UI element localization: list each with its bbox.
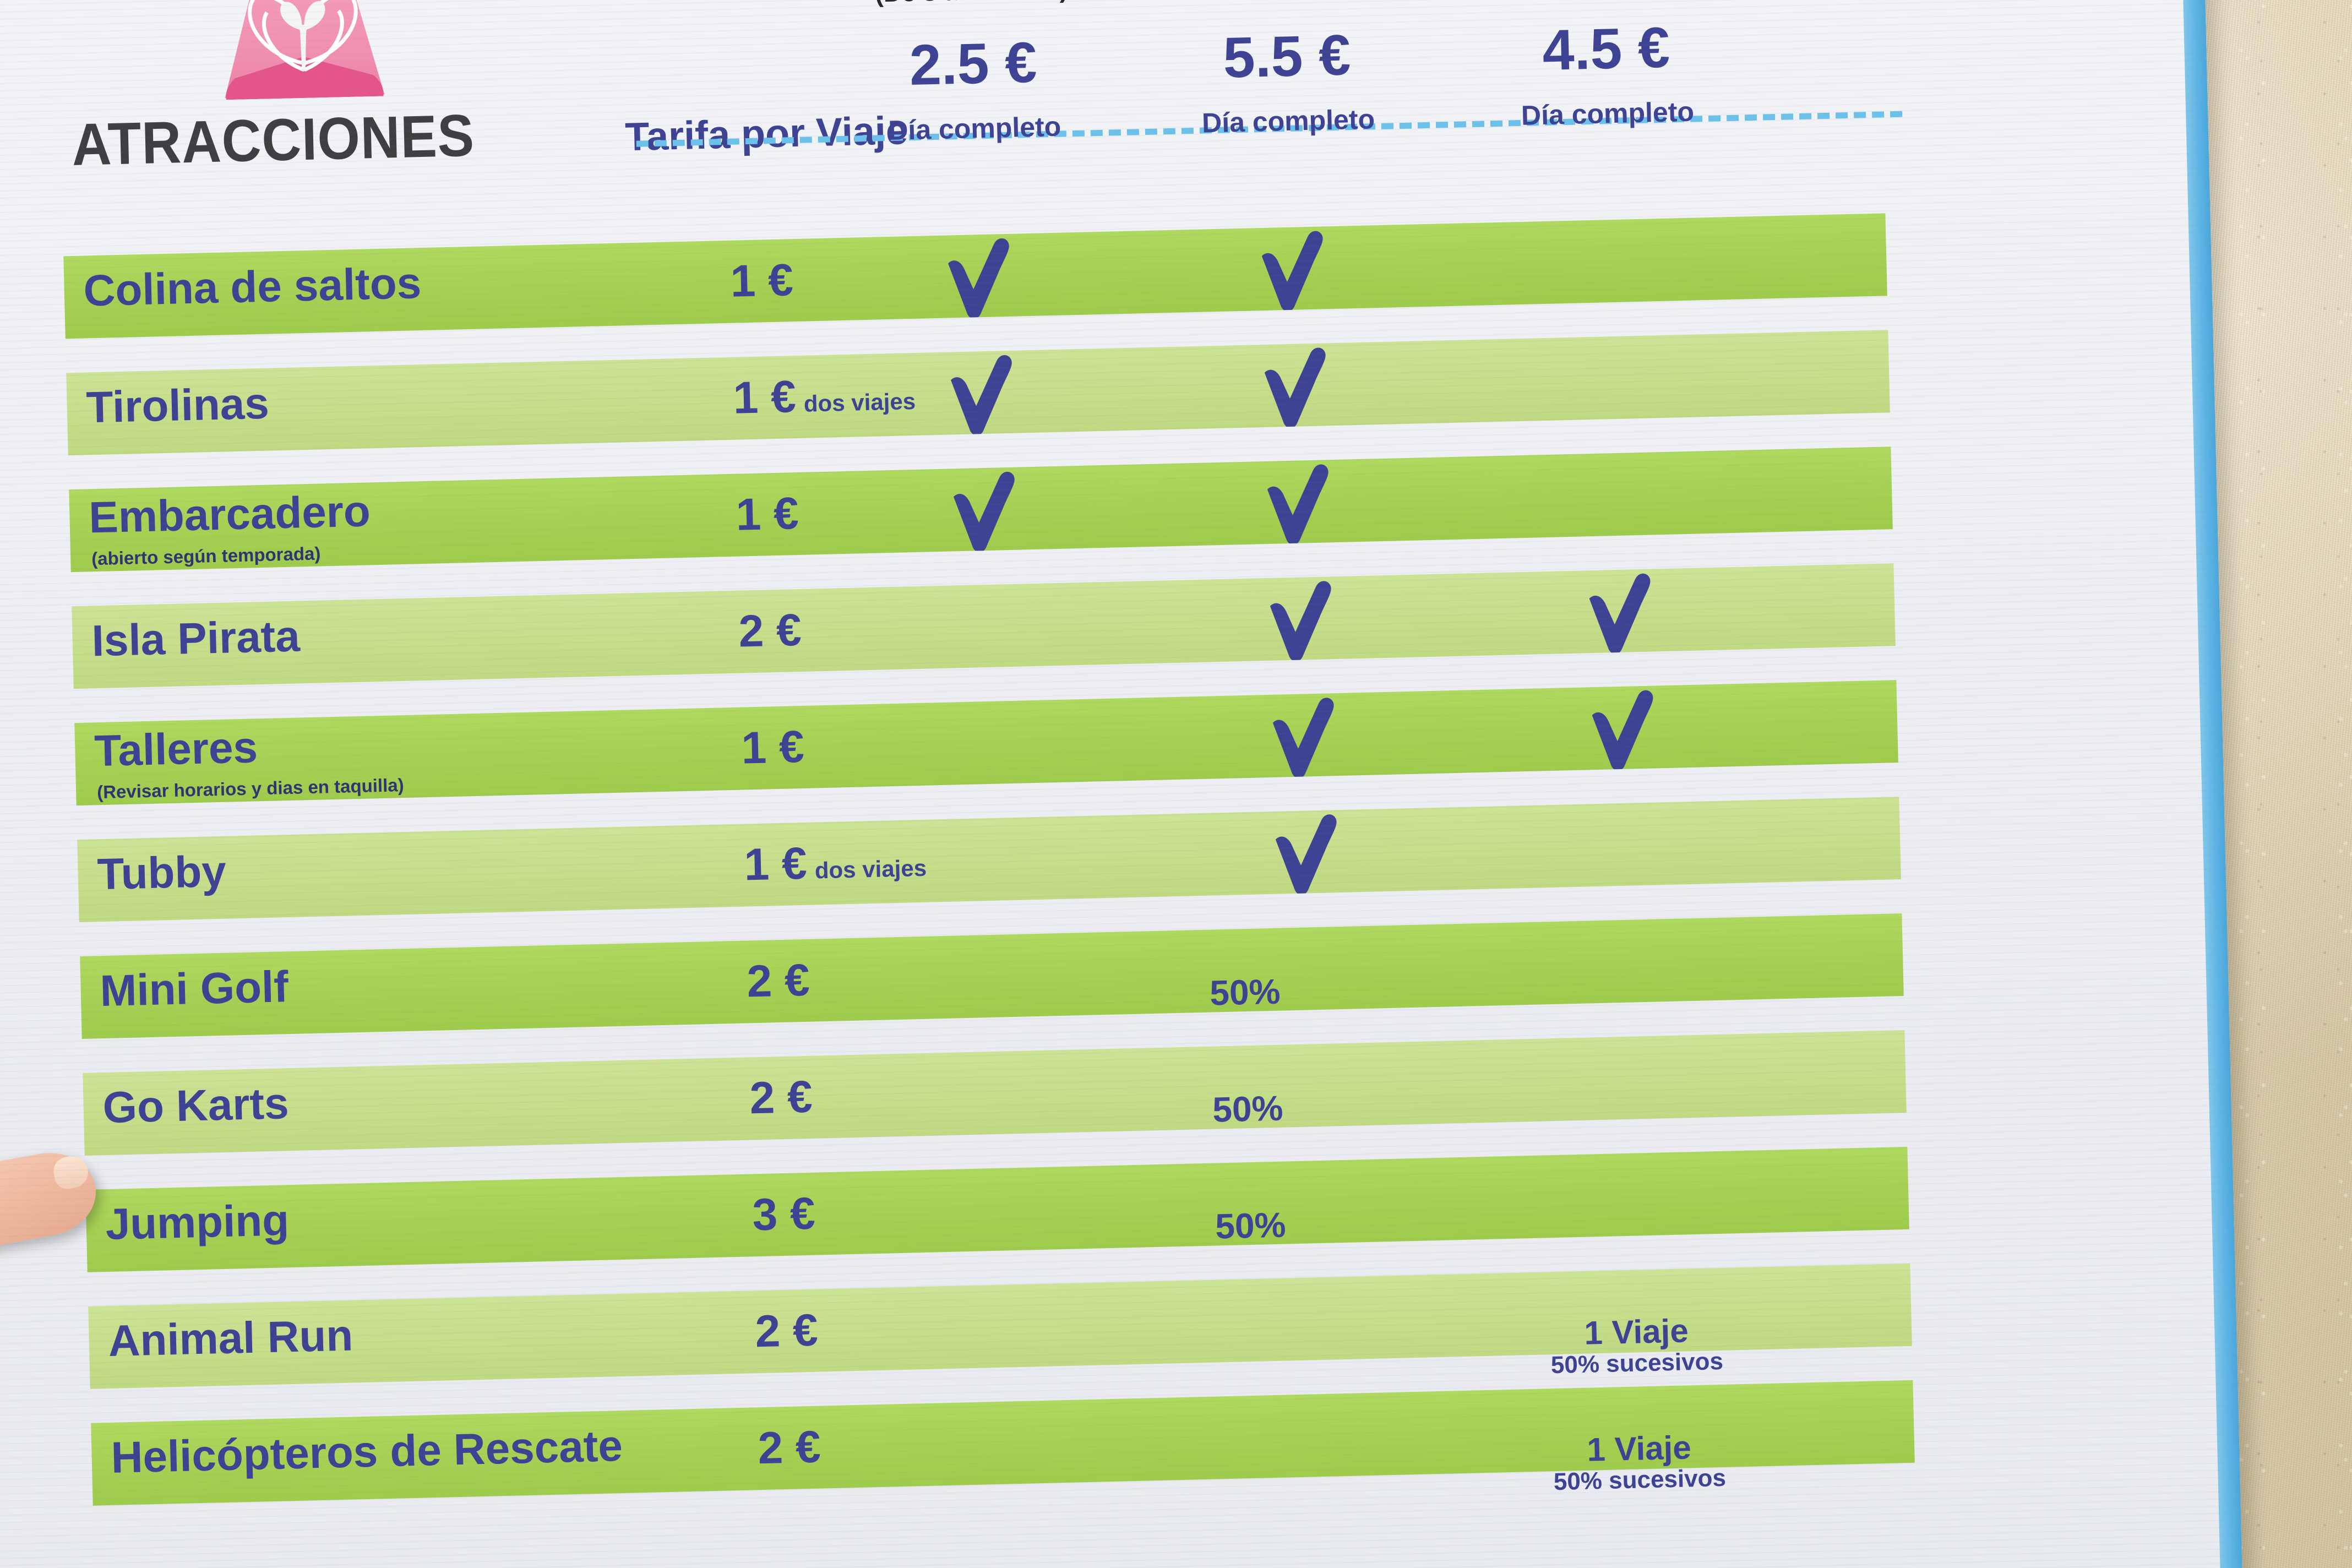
discount-badge: 50% (1215, 1205, 1287, 1246)
attraction-name: Embarcadero (88, 486, 371, 542)
attraction-name: Animal Run (107, 1310, 354, 1365)
pass-cell-col3 (1459, 1032, 1802, 1123)
checkmark-icon (1123, 340, 1466, 431)
price-column-3-price: 4.5 € (1542, 15, 1671, 83)
attraction-ride-price: 2 € (749, 1071, 813, 1124)
attraction-name: Tirolinas (85, 378, 270, 432)
price-column-1-age: (De 3 a 99 años) (801, 0, 1142, 10)
pass-cell-col3 (1445, 449, 1788, 540)
checkmark-icon (1129, 573, 1472, 664)
checkmark-icon (812, 464, 1155, 555)
pass-cell-col3 (1453, 799, 1796, 890)
price-column-2: (De 3 a 99 años) 5.5 € Día completo (1114, 0, 1460, 141)
checkmark-icon (1126, 456, 1469, 547)
checkmark-icon (1131, 690, 1474, 781)
pass-cell-col1 (829, 1164, 1172, 1255)
checkmark-icon (1451, 683, 1794, 774)
pass-cell-col1 (820, 814, 1163, 905)
attraction-name: Jumping (105, 1195, 290, 1249)
attraction-ride-price: 2 € (757, 1422, 821, 1474)
attraction-name: Isla Pirata (91, 611, 301, 666)
table-row: Tirolinas 1 € dos viajes (0, 324, 2166, 480)
pass-cell-col1 (834, 1397, 1177, 1488)
price-column-1-sub: Día completo (888, 111, 1061, 146)
pass-cell-col3 (1442, 333, 1785, 423)
attraction-name: Talleres (94, 722, 258, 776)
attraction-ride-price: 1 € (735, 488, 799, 540)
pass-cell-col1 (826, 1048, 1169, 1139)
price-column-1-price: 2.5 € (908, 30, 1038, 98)
table-row: Colina de saltos 1 € (0, 207, 2163, 363)
table-row: Tubby 1 € dos viajes (0, 790, 2177, 946)
pass-cell-col2 (1145, 1273, 1488, 1364)
dress-leaf-logo (187, 0, 412, 110)
pass-cell-col1 (831, 1281, 1174, 1371)
table-row: Isla Pirata 2 € (0, 557, 2171, 713)
price-column-2-age: (De 3 a 99 años) (1114, 0, 1456, 2)
price-column-3-sub: Día completo (1521, 96, 1695, 131)
attraction-name: Mini Golf (99, 962, 289, 1016)
page-title: ATRACCIONES (71, 101, 476, 178)
attraction-name: Tubby (96, 846, 227, 899)
attraction-ride-price: 1 € (741, 721, 805, 774)
attraction-name: Go Karts (102, 1079, 290, 1133)
attraction-rows: Colina de saltos 1 € Tirolinas 1 € dos viaje… (0, 207, 2191, 1543)
sign-header: ATRACCIONES Tarifa por Viaje (De 3 a 99 … (0, 0, 2160, 259)
pass-cell-col3 (1440, 216, 1783, 307)
price-column-2-price: 5.5 € (1222, 23, 1352, 90)
pass-cell-col1 (815, 581, 1158, 672)
attraction-name: Colina de saltos (83, 258, 422, 315)
attraction-ride-price: 2 € (738, 605, 802, 657)
attraction-ride-price: 3 € (752, 1188, 816, 1240)
attraction-ride-price: 2 € (746, 955, 810, 1007)
table-row: Talleres (Revisar horarios y dias en taqu… (0, 673, 2174, 830)
price-column-3: (Menores de 4 años) 4.5 € Día completo (1433, 0, 1778, 133)
one-ride-then-half-badge: 1 Viaje 50% sucesivos (1550, 1312, 1724, 1379)
discount-badge: 50% (1209, 971, 1281, 1013)
pass-cell-col1 (818, 698, 1161, 788)
checkmark-icon (809, 347, 1152, 438)
checkmark-icon (807, 231, 1150, 322)
discount-badge: 50% (1212, 1088, 1284, 1130)
attraction-ride-price: 1 € (729, 255, 794, 307)
price-column-1: (De 3 a 99 años) 2.5 € Día completo (801, 0, 1146, 149)
price-column-2-sub: Día completo (1201, 104, 1375, 139)
checkmark-icon (1448, 566, 1791, 657)
checkmark-icon (1134, 807, 1477, 897)
attraction-ride-price: 2 € (754, 1305, 819, 1357)
pass-cell-col1 (823, 931, 1166, 1022)
price-sign-board: ATRACCIONES Tarifa por Viaje (De 3 a 99 … (0, 0, 2244, 1568)
checkmark-icon (1120, 224, 1463, 314)
table-row: Embarcadero (abierto según temporada) 1 € (0, 440, 2169, 596)
pass-cell-col3 (1462, 1149, 1805, 1240)
pass-cell-col3 (1456, 916, 1799, 1006)
logo-leaf-heart-icon (248, 0, 358, 72)
one-ride-then-half-badge: 1 Viaje 50% sucesivos (1553, 1429, 1727, 1495)
pass-cell-col2 (1148, 1390, 1491, 1481)
